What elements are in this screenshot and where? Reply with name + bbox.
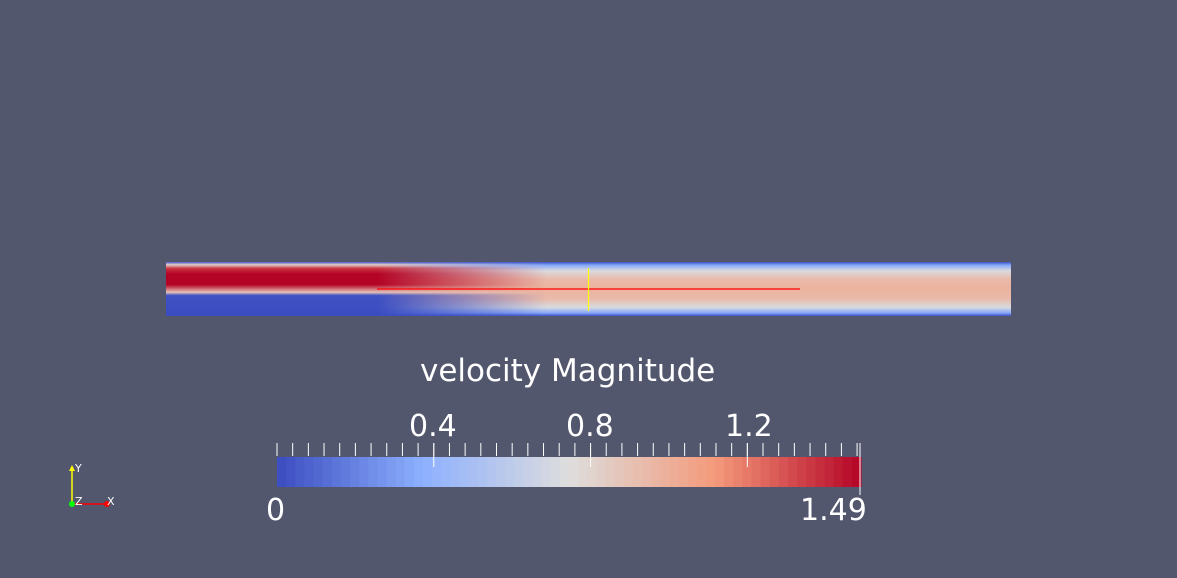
colorbar-swatch [569, 457, 579, 487]
colorbar-swatch [806, 457, 816, 487]
colorbar-swatch [550, 457, 561, 487]
colorbar-swatch [559, 457, 570, 487]
colorbar-swatch [614, 457, 625, 487]
colorbar-swatch [450, 457, 461, 487]
colorbar-swatch [587, 457, 597, 487]
colorbar-swatch [842, 457, 853, 487]
colorbar-swatch [797, 457, 807, 487]
colorbar-swatch [651, 457, 661, 487]
colorbar-swatch [751, 457, 762, 487]
colorbar-swatch [386, 457, 397, 487]
colorbar-swatch [477, 457, 488, 487]
colorbar-swatch [623, 457, 634, 487]
colorbar-swatch [359, 457, 369, 487]
colorbar-tick-label: 0.8 [566, 409, 614, 444]
colorbar-swatch [596, 457, 607, 487]
colorbar-swatch [441, 457, 451, 487]
colorbar-swatch [578, 457, 588, 487]
colorbar-swatch [350, 457, 360, 487]
colorbar-swatch [468, 457, 479, 487]
colorbar-swatch [833, 457, 844, 487]
colorbar-swatch [368, 457, 378, 487]
colorbar-swatch [505, 457, 515, 487]
colorbar-swatch [413, 457, 424, 487]
axis-x-label: X [107, 495, 115, 508]
colorbar-swatch [696, 457, 707, 487]
colorbar-tick-label: 0.4 [409, 409, 457, 444]
colorbar-swatch [687, 457, 698, 487]
axis-y-label: Y [75, 462, 82, 475]
colorbar-swatch [815, 457, 826, 487]
colorbar-swatch [459, 457, 470, 487]
axis-x-tip [104, 501, 110, 507]
colorbar-swatch [514, 457, 524, 487]
colorbar-max-label: 1.49 [800, 493, 867, 528]
colorbar-swatch [432, 457, 442, 487]
colorbar-swatch [851, 457, 862, 487]
colorbar-swatch [724, 457, 734, 487]
colorbar-swatch [286, 457, 296, 487]
colorbar-swatch [523, 457, 534, 487]
colorbar-min-label: 0 [266, 493, 286, 528]
colorbar-swatch [715, 457, 725, 487]
axis-z-label: Z [75, 495, 83, 508]
colorbar-swatch [404, 457, 415, 487]
colorbar-swatch [496, 457, 506, 487]
colorbar-swatch [632, 457, 643, 487]
colorbar-swatch [660, 457, 670, 487]
colorbar-swatch [788, 457, 798, 487]
colorbar-swatch [678, 457, 689, 487]
colorbar-swatch [733, 457, 743, 487]
colorbar-swatch [377, 457, 388, 487]
colorbar-swatch [313, 457, 324, 487]
colorbar-title: velocity Magnitude [420, 353, 716, 389]
colorbar-swatch [340, 457, 351, 487]
colorbar-swatch [605, 457, 616, 487]
colorbar-swatch [322, 457, 333, 487]
colorbar-swatch [331, 457, 342, 487]
colorbar-swatch [423, 457, 433, 487]
colorbar-tick-label: 1.2 [725, 409, 773, 444]
colorbar-swatch [541, 457, 552, 487]
colorbar-swatch [769, 457, 780, 487]
colorbar-swatch [532, 457, 543, 487]
colorbar-swatch [742, 457, 753, 487]
axis-z-tip [69, 501, 75, 507]
colorbar-swatch [669, 457, 680, 487]
colorbar-swatch [705, 457, 716, 487]
colorbar-swatch [304, 457, 315, 487]
colorbar-swatch [760, 457, 771, 487]
axis-y-arrow [69, 465, 75, 471]
colorbar-swatch [295, 457, 305, 487]
colorbar-swatch [395, 457, 406, 487]
colorbar-swatch [486, 457, 497, 487]
colorbar-swatch [642, 457, 652, 487]
colorbar-swatch [778, 457, 789, 487]
colorbar-swatch [824, 457, 835, 487]
colorbar-swatch [277, 457, 287, 487]
